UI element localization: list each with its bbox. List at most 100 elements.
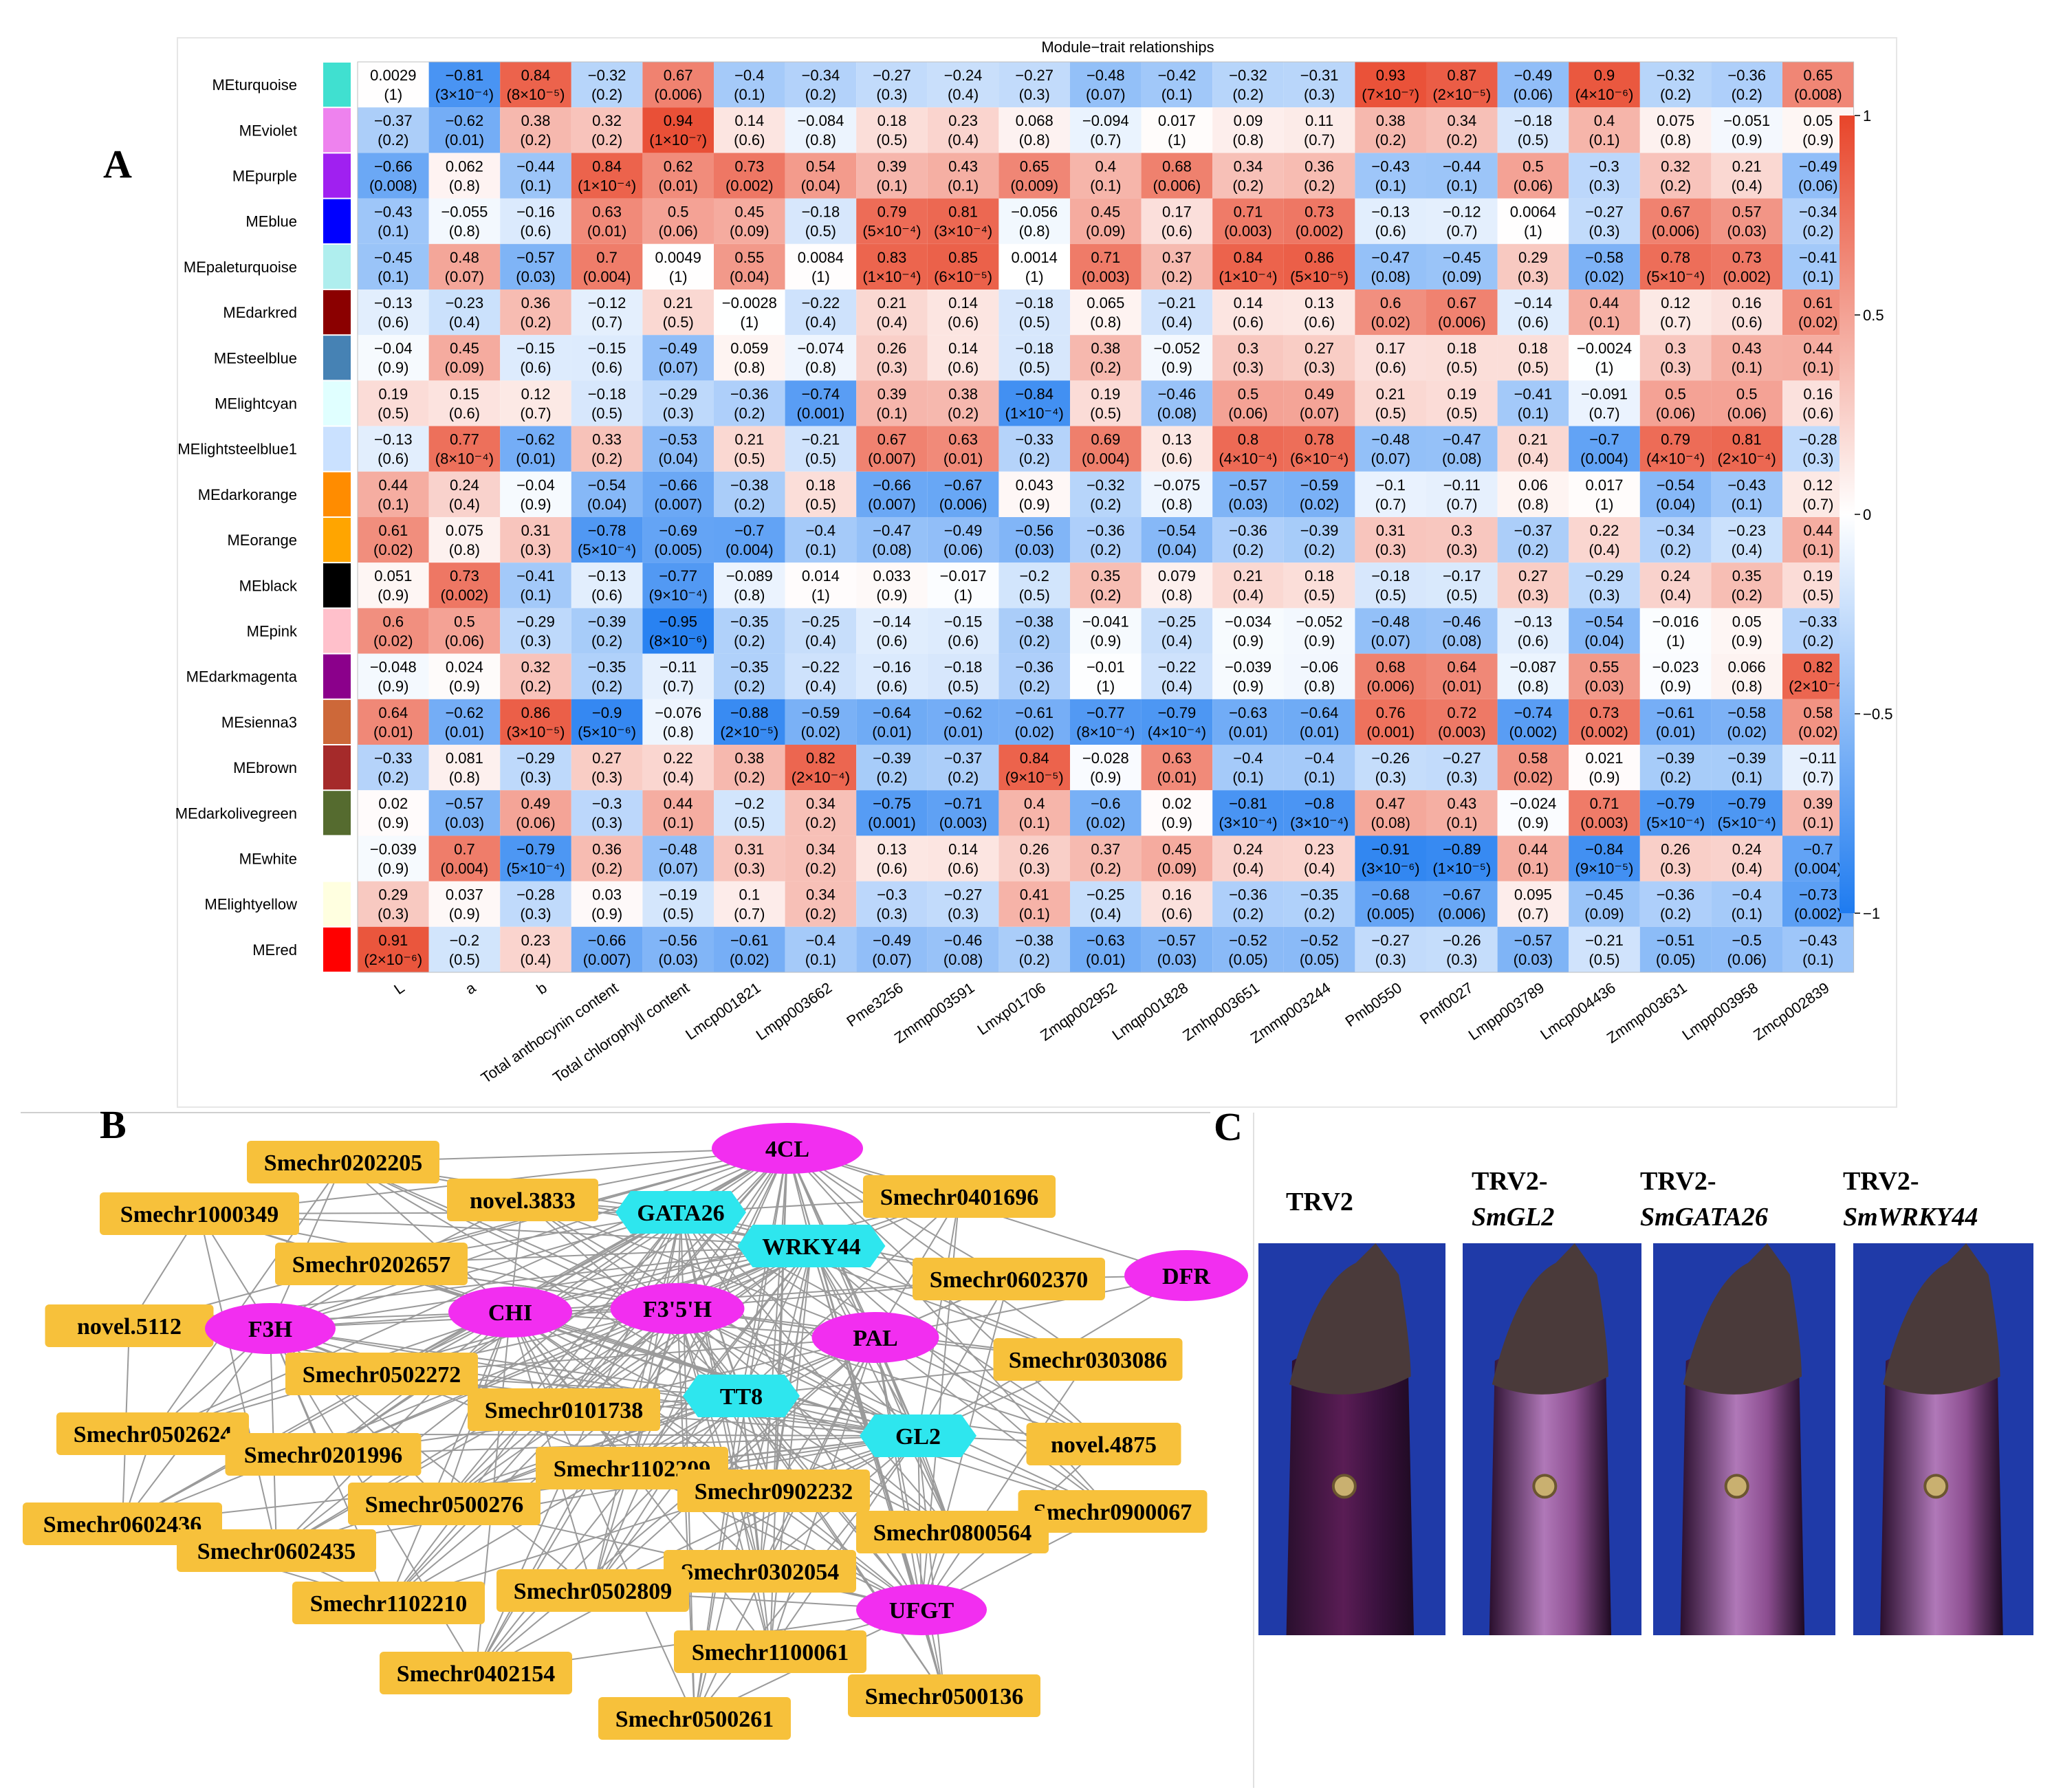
cell-correlation: 0.21 [1376,385,1406,402]
heatmap-cell [785,62,857,108]
gene-node-box [247,1141,439,1183]
cell-correlation: −0.59 [802,704,840,721]
cell-pvalue: (6×10⁻⁵) [934,268,992,285]
cell-pvalue: (0.6) [876,860,907,877]
heatmap-cell [571,790,643,836]
network-edge [388,1435,919,1604]
cell-correlation: −0.17 [1443,567,1481,584]
fruit-calyx [1289,1243,1411,1395]
heatmap-cell [714,835,785,882]
cell-correlation: −0.58 [1585,249,1624,266]
module-label: MEdarkorange [198,486,297,503]
cell-pvalue: (0.07) [1086,86,1125,103]
heatmap-cell [500,62,571,108]
cell-pvalue: (0.9) [1518,814,1549,831]
cell-pvalue: (0.007) [868,450,916,468]
cell-correlation: −0.95 [659,613,697,630]
cell-pvalue: (0.2) [734,496,765,513]
tf-node-hexagon [737,1225,886,1267]
cell-pvalue: (0.6) [449,404,480,422]
cell-pvalue: (1) [1168,131,1186,149]
network-node-label: Smechr0202205 [264,1150,422,1176]
cell-correlation: 0.021 [1585,750,1623,767]
heatmap-cell [1711,517,1782,563]
heatmap-cell [1070,426,1142,472]
gene-node-box [1026,1423,1181,1465]
cell-correlation: −0.0024 [1577,340,1632,357]
heatmap-cell [428,107,501,153]
heatmap-cell [856,62,928,108]
cell-pvalue: (0.6) [591,587,622,604]
cell-pvalue: (0.3) [1019,860,1050,877]
heatmap-cell [1711,380,1782,426]
heatmap-cell [714,426,785,472]
cell-pvalue: (0.2) [805,860,836,877]
heatmap-cell [785,926,857,972]
cell-correlation: −0.56 [1015,522,1054,539]
heatmap-cell [358,153,429,199]
heatmap-cell [1141,107,1213,153]
cell-correlation: −0.26 [1443,932,1481,949]
cell-pvalue: (0.5) [1802,587,1833,604]
cell-correlation: 0.095 [1514,886,1552,904]
cell-correlation: −0.32 [1087,477,1125,494]
heatmap-title: Module−trait relationships [1041,39,1214,56]
cell-correlation: −0.59 [1300,477,1339,494]
heatmap-cell [500,289,571,336]
cell-correlation: −0.29 [516,613,555,630]
cell-correlation: −0.79 [1657,795,1695,812]
cell-correlation: −0.63 [1087,932,1125,949]
heatmap-cell [1711,608,1782,654]
heatmap-cell [785,243,857,289]
cell-correlation: −0.25 [1158,613,1197,630]
heatmap-cell [1070,835,1142,882]
heatmap-cell [358,517,429,563]
heatmap-cell [500,198,571,244]
cell-correlation: 0.38 [734,750,764,767]
cell-correlation: −0.089 [726,567,773,584]
cell-pvalue: (0.4) [1518,450,1549,468]
cell-correlation: 0.54 [806,157,836,175]
cell-correlation: 0.4 [1594,112,1615,129]
network-edge [122,1311,511,1525]
network-edge [270,1328,633,1469]
cell-correlation: 0.6 [383,613,404,630]
heatmap-cell [1639,881,1712,927]
heatmap-cell [1426,153,1498,199]
network-node-label: DFR [1162,1264,1210,1289]
heatmap-cell [428,471,501,517]
cell-correlation: −0.43 [1799,932,1837,949]
cell-pvalue: (9×10⁻⁵) [1575,860,1634,877]
network-edge [444,1212,681,1505]
network-edge [787,1148,919,1436]
cell-correlation: −0.034 [1225,613,1271,630]
cell-correlation: −0.056 [1011,204,1058,221]
heatmap-cell [1355,562,1426,609]
cell-correlation: 0.23 [948,112,978,129]
cell-pvalue: (0.02) [730,951,769,968]
cell-correlation: 0.36 [1305,157,1334,175]
heatmap-cell [1141,335,1213,381]
cell-pvalue: (0.06) [1228,404,1267,422]
network-edge [741,1395,771,1652]
network-edge [677,1308,922,1610]
heatmap-cell [1639,608,1712,654]
cell-pvalue: (0.7) [1304,131,1335,149]
heatmap-cell [571,745,643,791]
cell-pvalue: (0.3) [591,769,622,786]
cell-correlation: 0.17 [1162,204,1192,221]
cell-correlation: 0.67 [1661,204,1690,221]
cell-correlation: 0.63 [592,204,622,221]
cell-pvalue: (0.4) [1161,314,1192,331]
cell-correlation: 0.93 [1376,67,1406,84]
fruit-calyx [1683,1243,1802,1395]
heatmap-cell [1497,243,1569,289]
gene-node-box [848,1674,1040,1717]
cell-pvalue: (0.8) [449,223,480,240]
heatmap-cell [856,745,928,791]
enzyme-node-ellipse [1124,1250,1248,1301]
tf-node-hexagon [683,1375,800,1417]
heatmap-cell [1497,289,1569,336]
cell-correlation: −0.89 [1443,840,1481,857]
heatmap-cell [856,881,928,927]
